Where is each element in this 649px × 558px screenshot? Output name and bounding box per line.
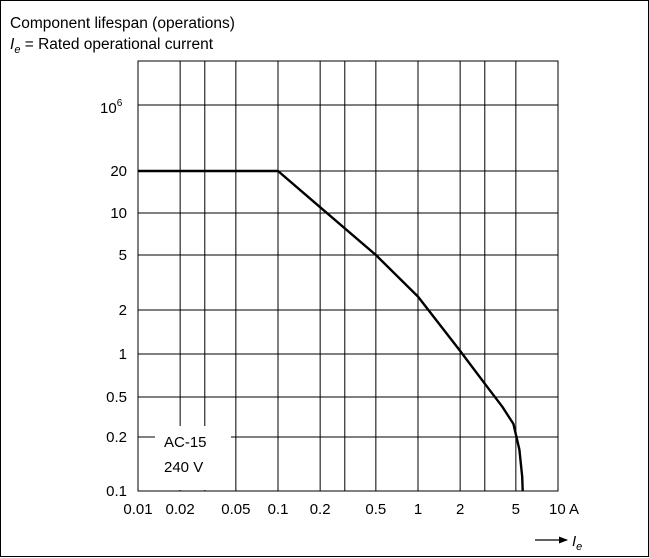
current-definition: = Rated operational current — [20, 36, 213, 53]
grid — [137, 60, 559, 492]
annotation-box — [155, 426, 231, 490]
x-tick-label: 0.05 — [221, 501, 250, 518]
x-tick-label: 10 A — [549, 501, 579, 518]
y-tick-label: 0.2 — [106, 429, 127, 446]
tick-labels: 0.01 0.02 0.05 0.1 0.2 0.5 1 2 5 10 A 0.1 0.2 0.5 1 2 5… — [106, 163, 579, 518]
y-tick-label: 2 — [119, 302, 127, 319]
current-subscript: e — [14, 44, 20, 56]
y-tick-label: 0.1 — [106, 483, 127, 500]
y-tick-label-top: 106 — [100, 98, 123, 117]
x-tick-label: 2 — [456, 501, 464, 518]
x-tick-label: 0.01 — [123, 501, 152, 518]
y-tick-label: 1 — [119, 346, 127, 363]
y-tick-label: 20 — [110, 163, 127, 180]
y-tick-label: 5 — [119, 247, 127, 264]
x-tick-label: 0.1 — [268, 501, 289, 518]
lifespan-curve — [138, 169, 524, 492]
y-tick-label: 10 — [110, 205, 127, 222]
series-layer — [138, 169, 524, 492]
y-tick-label: 0.5 — [106, 389, 127, 406]
x-tick-label: 0.2 — [310, 501, 331, 518]
current-symbol: I — [10, 36, 15, 53]
x-tick-label: 1 — [414, 501, 422, 518]
x-axis-arrow-head — [559, 536, 568, 544]
annotation-utilization-category: AC-15 — [164, 434, 207, 451]
x-axis-symbol: Ie — [572, 533, 582, 553]
x-tick-label: 0.5 — [365, 501, 386, 518]
annotation-voltage: 240 V — [164, 459, 203, 476]
x-tick-label: 5 — [512, 501, 520, 518]
chart-title-line1: Component lifespan (operations) — [10, 15, 235, 32]
x-tick-label: 0.02 — [166, 501, 195, 518]
chart-title-line2: Ie = Rated operational current — [10, 36, 214, 56]
